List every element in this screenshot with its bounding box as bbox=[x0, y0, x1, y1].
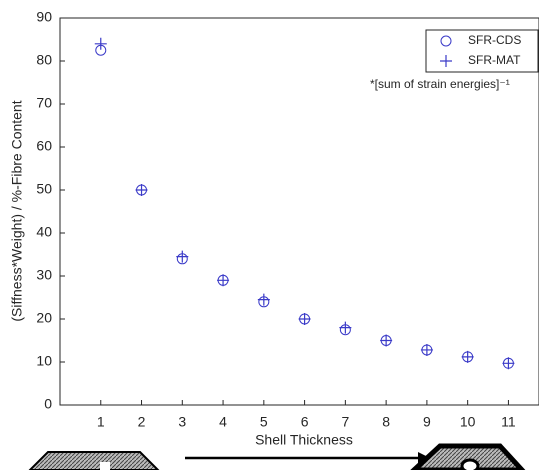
y-tick-label: 70 bbox=[36, 95, 52, 111]
shell-thick bbox=[410, 443, 526, 470]
y-tick-label: 80 bbox=[36, 52, 52, 68]
y-tick-label: 60 bbox=[36, 138, 52, 154]
data-point bbox=[217, 274, 230, 287]
data-point bbox=[461, 350, 474, 363]
x-tick-label: 7 bbox=[341, 414, 349, 430]
x-tick-label: 1 bbox=[97, 414, 105, 430]
y-tick-label: 90 bbox=[36, 9, 52, 25]
y-tick-label: 40 bbox=[36, 224, 52, 240]
data-point bbox=[339, 321, 352, 334]
y-tick-label: 50 bbox=[36, 181, 52, 197]
legend-label: SFR-CDS bbox=[468, 33, 521, 47]
annotation: *[sum of strain energies]⁻¹ bbox=[370, 77, 510, 91]
x-tick-label: 2 bbox=[138, 414, 146, 430]
x-tick-label: 8 bbox=[382, 414, 390, 430]
x-tick-label: 6 bbox=[301, 414, 309, 430]
y-tick-label: 10 bbox=[36, 353, 52, 369]
legend-box bbox=[425, 29, 539, 73]
data-point bbox=[502, 357, 515, 370]
plot-frame bbox=[59, 17, 539, 406]
data-point bbox=[257, 293, 270, 306]
x-tick-label: 9 bbox=[423, 414, 431, 430]
shell-hole bbox=[460, 458, 480, 470]
data-point bbox=[94, 37, 107, 50]
legend-label: SFR-MAT bbox=[468, 53, 521, 67]
data-point bbox=[135, 184, 148, 196]
x-tick-label: 5 bbox=[260, 414, 268, 430]
x-tick-label: 10 bbox=[460, 414, 476, 430]
data-point bbox=[380, 334, 393, 347]
x-tick-label: 3 bbox=[178, 414, 186, 430]
x-tick-label: 11 bbox=[501, 414, 516, 430]
data-point bbox=[176, 250, 189, 263]
x-axis-label: Shell Thickness bbox=[255, 432, 353, 448]
x-tick-label: 4 bbox=[219, 414, 227, 430]
data-point bbox=[298, 313, 311, 325]
y-tick-label: 20 bbox=[36, 310, 52, 326]
y-axis-label: (Siffness*Weight) / %-Fibre Content bbox=[9, 100, 25, 321]
legend-marker bbox=[440, 35, 452, 47]
y-tick-label: 0 bbox=[44, 396, 52, 412]
data-point bbox=[420, 343, 433, 356]
legend-marker bbox=[440, 55, 452, 67]
y-tick-label: 30 bbox=[36, 267, 52, 283]
shell-thin bbox=[28, 451, 160, 470]
shell-hole bbox=[100, 462, 110, 470]
